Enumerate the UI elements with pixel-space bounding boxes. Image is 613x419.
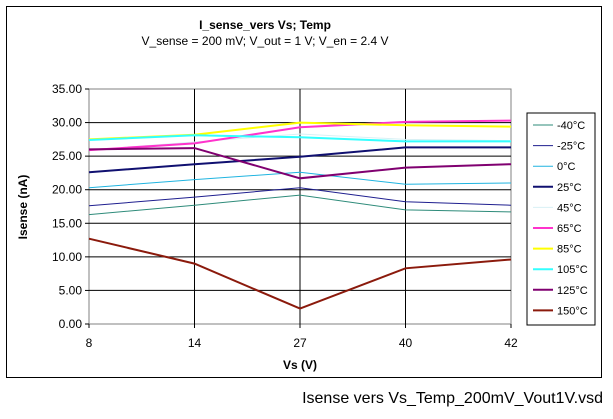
x-tick-label: 14 [188, 336, 202, 350]
x-tick-label: 40 [399, 336, 413, 350]
legend-label: 85°C [557, 244, 582, 256]
series-line [88, 187, 512, 207]
y-tick-label: 25.00 [52, 149, 82, 163]
y-tick-label: 20.00 [52, 183, 82, 197]
chart-subtitle: V_sense = 200 mV; V_out = 1 V; V_en = 2.… [142, 34, 389, 48]
x-tick-label: 27 [293, 336, 307, 350]
series-lines [88, 119, 512, 310]
y-tick-label: 15.00 [52, 216, 82, 230]
x-tick-label: 42 [504, 336, 518, 350]
legend-label: 0°C [557, 161, 576, 173]
legend-items: -40°C -25°C 0°C 25°C 45°C 65°C 85°C 105°C 125°C 1… [533, 120, 588, 317]
legend-label: -25°C [557, 141, 585, 153]
legend-label: 65°C [557, 223, 582, 235]
legend-label: 105°C [557, 264, 588, 276]
x-axis-ticks: 8 14 27 40 42 [86, 324, 518, 350]
file-caption: Isense vers Vs_Temp_200mV_Vout1V.vsd [302, 390, 603, 407]
y-tick-label: 35.00 [52, 82, 82, 96]
legend-label: 25°C [557, 182, 582, 194]
y-axis-label: Isense (nA) [16, 175, 30, 240]
y-tick-label: 5.00 [59, 283, 83, 297]
x-axis-label: Vs (V) [283, 358, 317, 372]
legend-label: -40°C [557, 120, 585, 132]
series-line [88, 147, 512, 180]
legend-label: 45°C [557, 202, 582, 214]
series-line [88, 119, 512, 152]
y-tick-label: 0.00 [59, 317, 83, 331]
y-tick-label: 30.00 [52, 116, 82, 130]
y-tick-label: 10.00 [52, 250, 82, 264]
series-line [88, 134, 511, 143]
series-line [88, 194, 512, 216]
series-line [88, 146, 511, 174]
y-axis-ticks: 0.00 5.00 10.00 15.00 20.00 25.00 30.00 35.00 [52, 82, 89, 331]
series-line [88, 237, 512, 310]
legend-label: 125°C [557, 285, 588, 297]
chart-frame: I_sense_vers Vs; Temp V_sense = 200 mV; … [6, 6, 602, 378]
chart-title: I_sense_vers Vs; Temp [199, 18, 331, 32]
line-chart: I_sense_vers Vs; Temp V_sense = 200 mV; … [16, 18, 596, 372]
series-line [88, 171, 512, 189]
x-tick-label: 8 [86, 336, 93, 350]
legend-label: 150°C [557, 305, 588, 317]
